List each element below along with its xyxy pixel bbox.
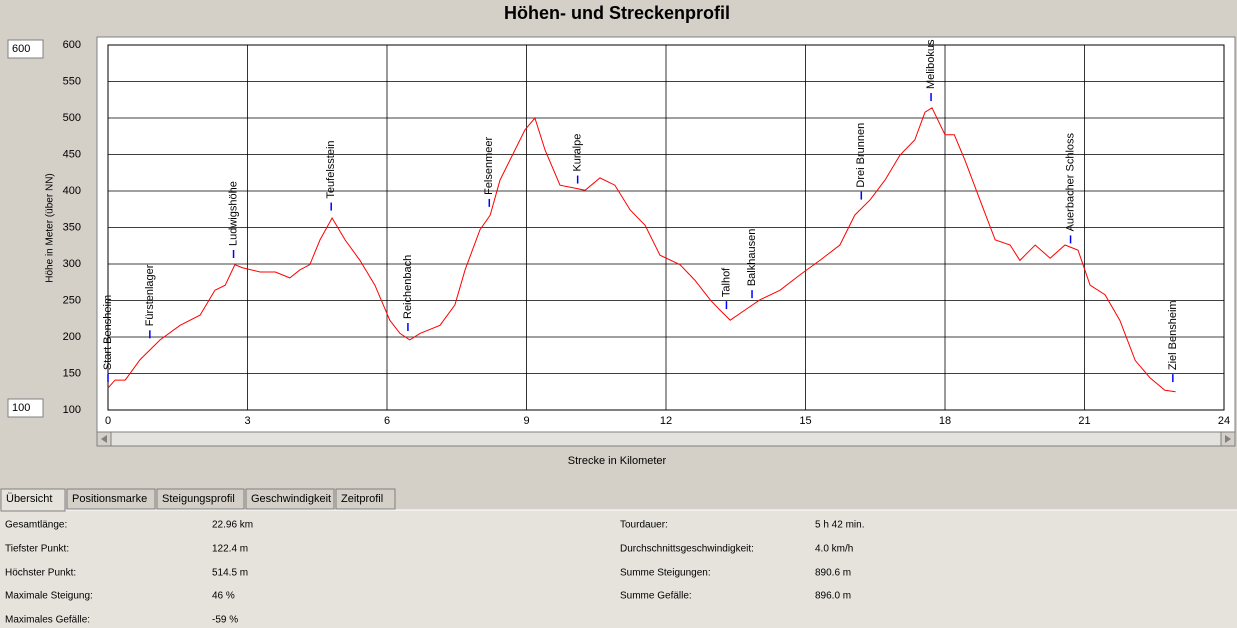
tab[interactable] — [245, 488, 335, 510]
waypoint-label: Start Bensheim — [102, 295, 114, 370]
y-tick-label: 150 — [63, 367, 81, 379]
x-tick-label: 12 — [660, 415, 672, 427]
tab-label: Zeitprofil — [341, 493, 383, 505]
stat-value: 4.0 km/h — [815, 544, 853, 555]
stat-label: Höchster Punkt: — [5, 568, 76, 579]
x-tick-label: 15 — [799, 415, 811, 427]
tab-label: Übersicht — [6, 493, 52, 505]
stat-label: Maximale Steigung: — [5, 591, 93, 602]
tab-label: Positionsmarke — [72, 493, 147, 505]
waypoint-label: Auerbacher Schloss — [1064, 132, 1076, 231]
ymax-value: 600 — [12, 43, 30, 55]
stats-panel — [0, 510, 1237, 628]
waypoint-label: Balkhausen — [746, 229, 758, 287]
chart-title: Höhen- und Streckenprofil — [504, 3, 730, 23]
waypoint-label: Melibokus — [925, 39, 937, 89]
y-tick-label: 450 — [63, 148, 81, 160]
waypoint-label: Teufelsstein — [325, 140, 337, 198]
stat-value: 890.6 m — [815, 568, 851, 579]
x-tick-label: 24 — [1218, 415, 1230, 427]
ymin-input[interactable] — [7, 398, 44, 418]
ymax-input[interactable] — [7, 39, 44, 59]
stat-value: 22.96 km — [212, 520, 253, 531]
elevation-line — [107, 107, 1176, 393]
waypoint-label: Ludwigshöhe — [227, 181, 239, 246]
waypoint-label: Reichenbach — [402, 255, 414, 319]
stat-value: 896.0 m — [815, 591, 851, 602]
tab[interactable] — [156, 488, 245, 510]
stat-label: Tiefster Punkt: — [5, 544, 69, 555]
x-tick-label: 0 — [105, 415, 111, 427]
x-tick-label: 3 — [244, 415, 250, 427]
y-tick-label: 200 — [63, 331, 81, 343]
waypoint-label: Ziel Bensheim — [1167, 300, 1179, 370]
waypoint-label: Talhof — [720, 267, 732, 297]
tab-label: Geschwindigkeit — [251, 493, 331, 505]
y-tick-label: 250 — [63, 294, 81, 306]
y-tick-label: 600 — [63, 39, 81, 51]
stat-value: 5 h 42 min. — [815, 520, 864, 531]
waypoint-label: Kuralpe — [572, 134, 584, 172]
y-axis-title: Höhe in Meter (über NN) — [45, 173, 56, 282]
waypoint-label: Felsenmeer — [483, 136, 495, 194]
y-tick-label: 400 — [63, 185, 81, 197]
tab[interactable] — [66, 488, 156, 510]
stat-label: Gesamtlänge: — [5, 520, 67, 531]
arrow-right — [1225, 435, 1231, 443]
y-tick-label: 300 — [63, 258, 81, 270]
waypoint-label: Fürstenlager — [144, 264, 156, 326]
stat-value: -59 % — [212, 615, 238, 626]
x-tick-label: 21 — [1078, 415, 1090, 427]
stat-label: Summe Gefälle: — [620, 591, 692, 602]
stat-value: 46 % — [212, 591, 235, 602]
tab[interactable] — [335, 488, 396, 510]
tab[interactable] — [0, 488, 66, 512]
tab-label: Steigungsprofil — [162, 493, 235, 505]
ymin-value: 100 — [12, 402, 30, 414]
stat-value: 514.5 m — [212, 568, 248, 579]
y-tick-label: 350 — [63, 221, 81, 233]
stat-label: Maximales Gefälle: — [5, 615, 90, 626]
arrow-left — [101, 435, 107, 443]
x-axis-title: Strecke in Kilometer — [568, 455, 667, 467]
y-tick-label: 500 — [63, 112, 81, 124]
y-tick-label: 100 — [63, 404, 81, 416]
x-tick-label: 9 — [523, 415, 529, 427]
scrollbar[interactable] — [96, 431, 1236, 447]
x-tick-label: 6 — [384, 415, 390, 427]
waypoint-label: Drei Brunnen — [855, 123, 867, 188]
stat-label: Summe Steigungen: — [620, 568, 711, 579]
stat-value: 122.4 m — [212, 544, 248, 555]
x-tick-label: 18 — [939, 415, 951, 427]
y-tick-label: 550 — [63, 75, 81, 87]
stat-label: Durchschnittsgeschwindigkeit: — [620, 544, 754, 555]
stat-label: Tourdauer: — [620, 520, 668, 531]
